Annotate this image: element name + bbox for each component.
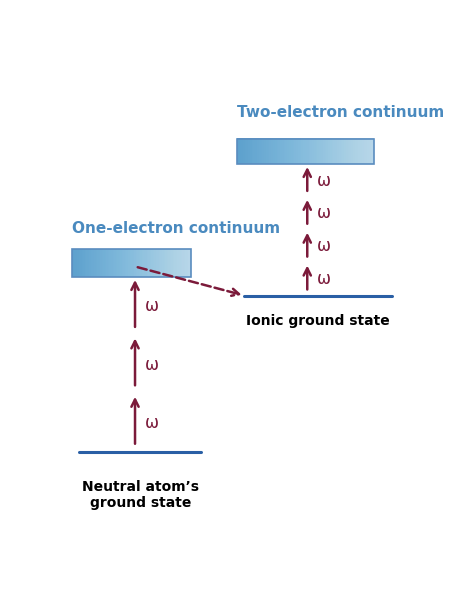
Text: ω: ω	[145, 414, 159, 432]
Bar	[238, 139, 374, 164]
Text: ω: ω	[145, 297, 159, 315]
Text: ω: ω	[317, 237, 332, 255]
Bar	[72, 249, 191, 277]
Text: ω: ω	[317, 270, 332, 288]
Text: ω: ω	[317, 171, 332, 189]
Text: ω: ω	[317, 204, 332, 222]
Text: Ionic ground state: Ionic ground state	[246, 314, 390, 328]
Text: ω: ω	[145, 356, 159, 374]
Text: Neutral atom’s
ground state: Neutral atom’s ground state	[82, 480, 199, 510]
Text: Two-electron continuum: Two-electron continuum	[238, 105, 444, 120]
Text: One-electron continuum: One-electron continuum	[72, 220, 281, 235]
